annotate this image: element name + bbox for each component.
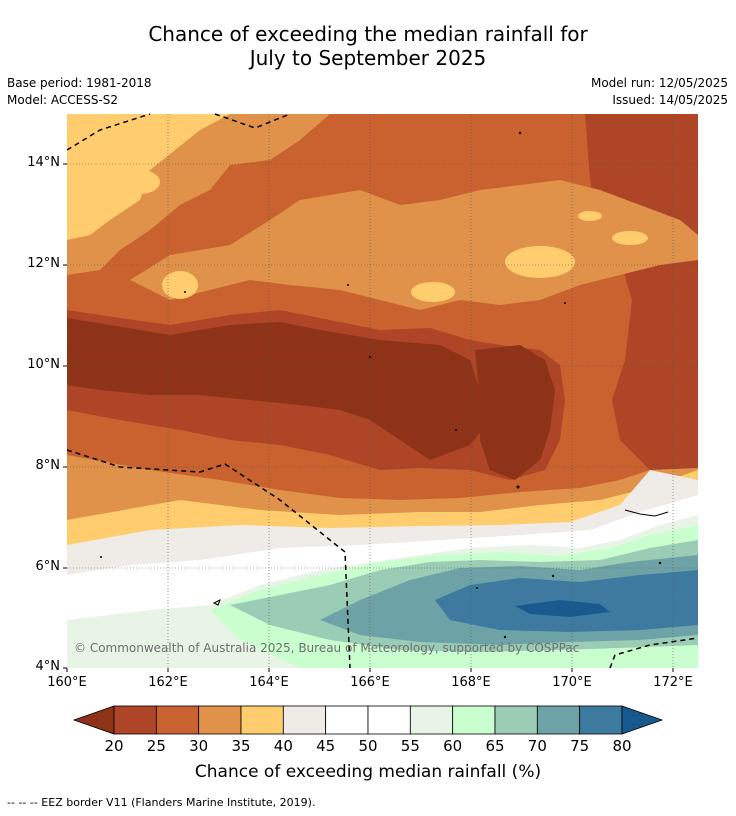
- colorbar-tick-label: 45: [316, 737, 336, 755]
- lat-label: 4°N: [35, 659, 61, 674]
- lon-label: 170°E: [552, 675, 592, 690]
- issued-date: Issued: 14/05/2025: [612, 93, 728, 107]
- eez-border: [66, 113, 699, 669]
- colorbar-extend-high: [621, 705, 664, 735]
- field-max: [515, 600, 610, 617]
- title-line-2: July to September 2025: [249, 46, 487, 70]
- axis-ticks: [63, 163, 674, 672]
- colorbar-tick-label: 35: [231, 737, 251, 755]
- island-outline: [624, 509, 669, 517]
- colorbar-tick-label: 20: [104, 737, 124, 755]
- lon-label: 166°E: [350, 675, 390, 690]
- title-line-1: Chance of exceeding the median rainfall …: [148, 22, 588, 46]
- colorbar-swatch: [579, 705, 623, 735]
- lon-label: 168°E: [451, 675, 491, 690]
- colorbar-swatch: [409, 705, 454, 735]
- eez-footnote: -- -- -- EEZ border V11 (Flanders Marine…: [7, 796, 316, 809]
- colorbar-swatch: [240, 705, 284, 735]
- field-20-25-core-east: [475, 345, 555, 480]
- field-20-25-core: [67, 318, 490, 460]
- lat-label: 6°N: [35, 559, 61, 574]
- lon-label: 160°E: [47, 675, 87, 690]
- field-40-45-blob: [411, 282, 455, 302]
- field-60-65-sw: [67, 625, 150, 668]
- lon-label: 162°E: [148, 675, 188, 690]
- colorbar-swatch: [113, 705, 157, 735]
- colorbar-swatch: [325, 705, 369, 735]
- map-field: [67, 114, 698, 668]
- island-outline: [212, 598, 221, 606]
- colorbar-tick-label: 30: [189, 737, 209, 755]
- base-period: Base period: 1981-2018: [7, 76, 152, 90]
- colorbar-swatch: [367, 705, 411, 735]
- field-35-40-band: [130, 180, 698, 310]
- field-40-45-blob: [612, 231, 648, 245]
- colorbar-label: Chance of exceeding median rainfall (%): [194, 762, 542, 782]
- colorbar-swatch: [536, 705, 581, 735]
- colorbar-tick-label: 80: [612, 737, 632, 755]
- lat-label: 8°N: [35, 458, 61, 473]
- lat-label: 10°N: [27, 357, 60, 372]
- lat-label: 12°N: [27, 256, 60, 271]
- colorbar-tick-label: 65: [485, 737, 505, 755]
- lat-label: 14°N: [27, 155, 60, 170]
- colorbar-tick-label: 50: [358, 737, 378, 755]
- field-40-45-blob: [120, 170, 160, 194]
- colorbar-swatch: [452, 705, 496, 735]
- copyright-notice: © Commonwealth of Australia 2025, Bureau…: [74, 641, 580, 655]
- colorbar-tick-label: 55: [400, 737, 420, 755]
- colorbar-tick-label: 70: [527, 737, 547, 755]
- lon-label: 172°E: [653, 675, 693, 690]
- colorbar: [72, 705, 664, 735]
- colorbar-swatch: [198, 705, 242, 735]
- colorbar-tick-label: 40: [273, 737, 293, 755]
- colorbar-swatch: [494, 705, 538, 735]
- colorbar-swatch: [155, 705, 200, 735]
- colorbar-tick-label: 75: [570, 737, 590, 755]
- colorbar-extend-low: [72, 705, 115, 735]
- islands: [100, 131, 662, 639]
- map-title: Chance of exceeding the median rainfall …: [0, 22, 736, 70]
- meta-right: Model run: 12/05/2025 Issued: 14/05/2025: [591, 75, 728, 109]
- field-40-45-nw: [67, 114, 230, 240]
- colorbar-tick-label: 25: [146, 737, 166, 755]
- meta-left: Base period: 1981-2018 Model: ACCESS-S2: [7, 75, 152, 109]
- model-run: Model run: 12/05/2025: [590, 76, 728, 90]
- colorbar-tick-label: 60: [443, 737, 463, 755]
- graticule: [67, 114, 698, 668]
- field-40-45-blob: [162, 271, 198, 299]
- field-40-45-blob: [505, 246, 575, 278]
- field-40-45-blob: [578, 211, 602, 221]
- colorbar-swatch: [282, 705, 327, 735]
- model-name: Model: ACCESS-S2: [7, 93, 119, 107]
- lon-label: 164°E: [249, 675, 289, 690]
